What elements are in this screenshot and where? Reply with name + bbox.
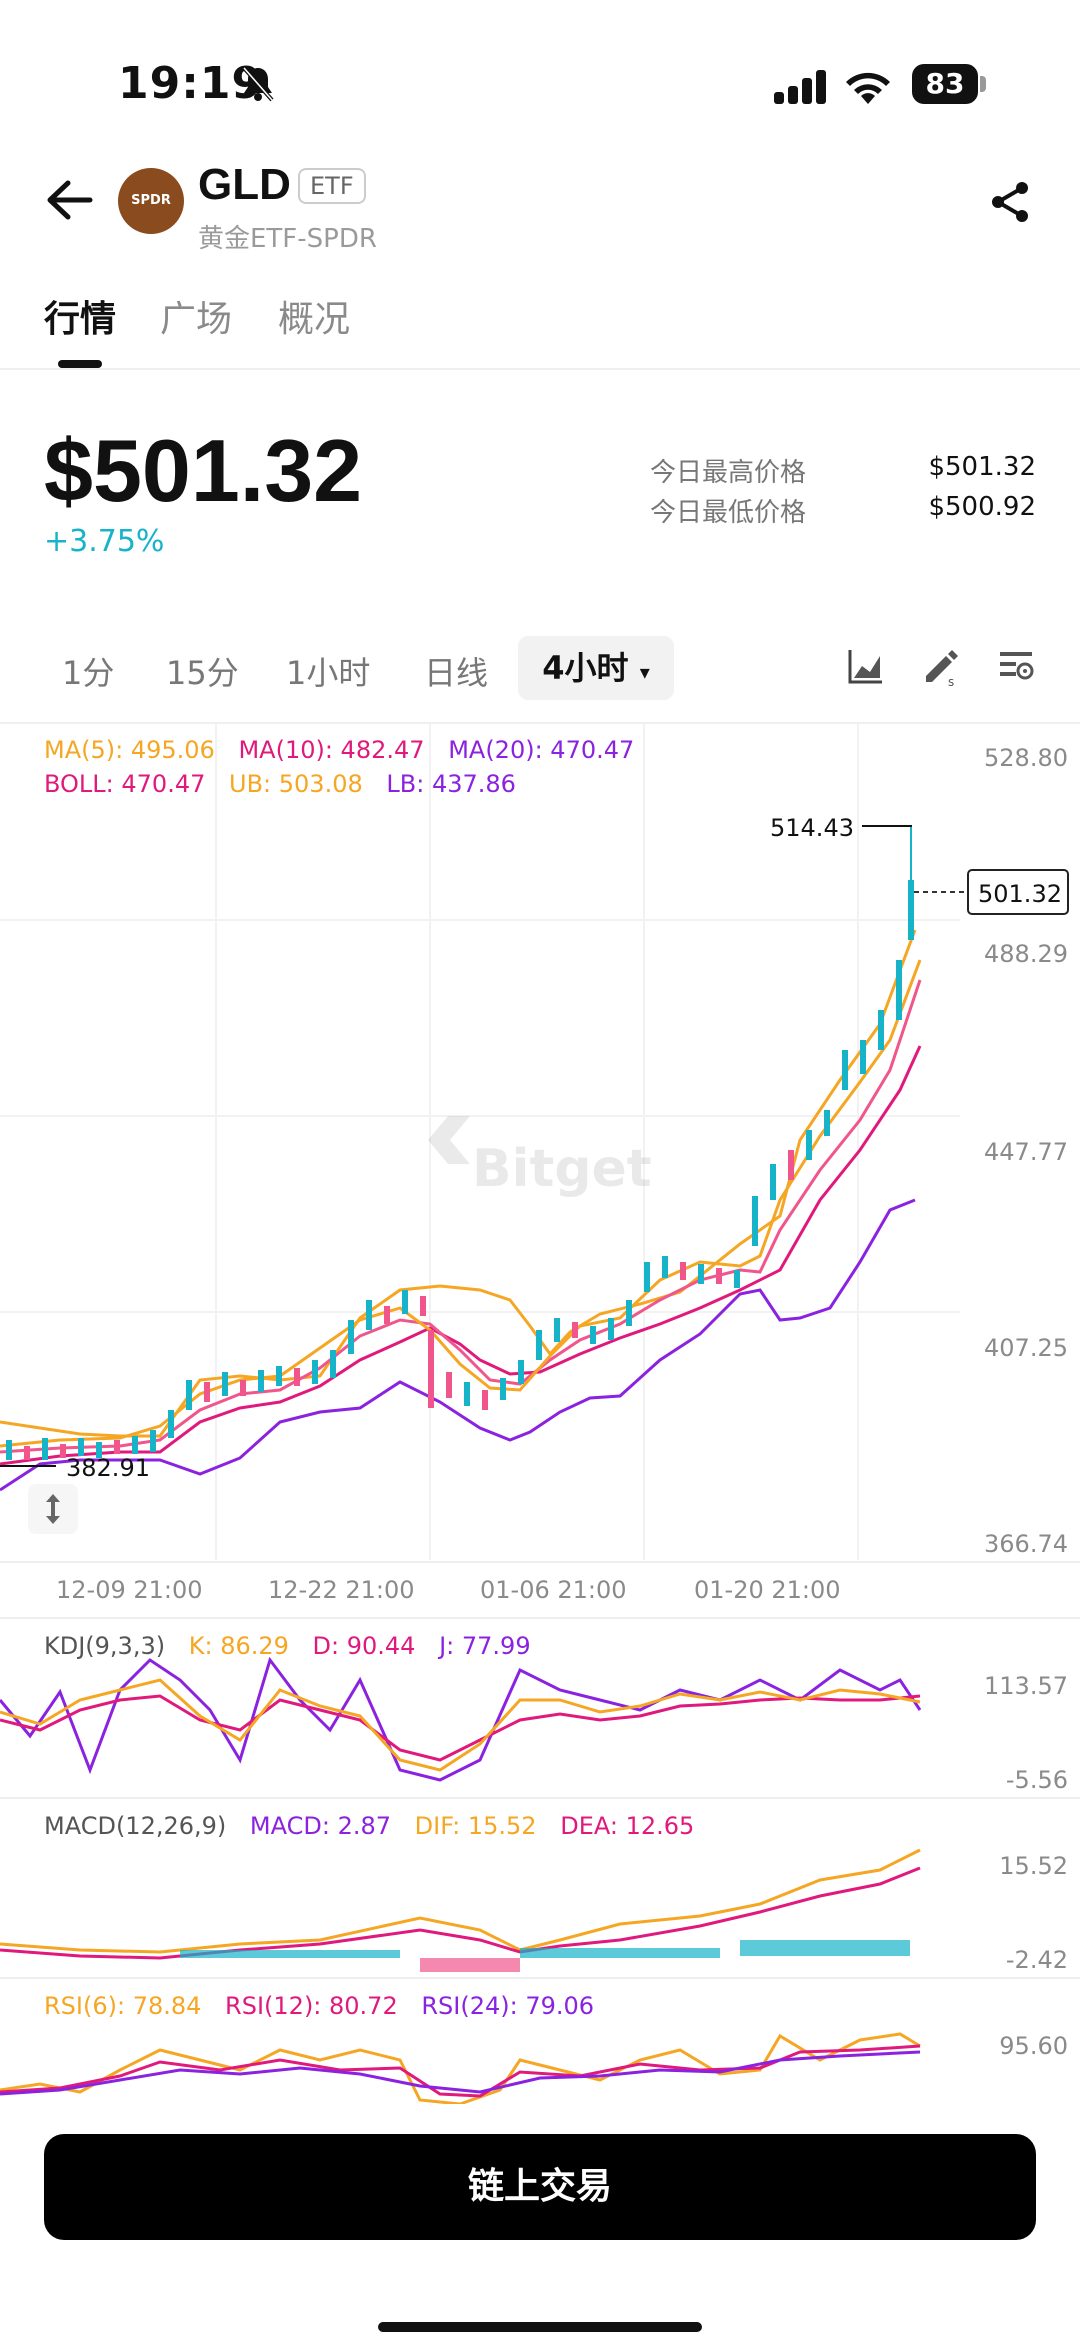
dropdown-caret-icon: ▾ — [639, 660, 650, 684]
macd-dea: DEA: 12.65 — [560, 1812, 695, 1840]
bitget-watermark — [428, 1116, 470, 1164]
ma10-legend: MA(10): 482.47 — [238, 736, 425, 764]
tab-square[interactable]: 广场 — [160, 299, 233, 340]
high-marker: 514.43 — [770, 814, 854, 842]
rsi6: RSI(6): 78.84 — [44, 1992, 202, 2020]
rsi24-line — [0, 2050, 921, 2096]
kdj-y-tick-2: -5.56 — [1005, 1766, 1068, 1794]
interval-15m[interactable]: 15分 — [166, 654, 239, 692]
tab-overview[interactable]: 概况 — [278, 299, 351, 340]
ticker-symbol: GLD — [198, 160, 291, 209]
macd-y-tick-1: 15.52 — [999, 1852, 1068, 1880]
current-price-marker: 501.32 — [978, 880, 1062, 908]
avatar: SPDR — [118, 168, 184, 234]
asset-name: 黄金ETF-SPDR — [198, 224, 377, 254]
mute-icon — [238, 64, 278, 108]
x-tick-2: 12-22 21:00 — [268, 1576, 415, 1604]
x-tick-3: 01-06 21:00 — [480, 1576, 627, 1604]
status-time: 19:19 — [118, 58, 264, 109]
svg-text:s: s — [948, 675, 954, 688]
etf-badge: ETF — [298, 168, 366, 204]
interval-4h-dropdown[interactable]: 4小时 ▾ — [518, 636, 674, 700]
interval-4h-label: 4小时 — [542, 649, 629, 687]
back-arrow-icon[interactable] — [44, 178, 94, 226]
kdj-d: D: 90.44 — [312, 1632, 416, 1660]
cellular-signal-icon — [774, 70, 830, 110]
watermark-text: Bitget — [472, 1139, 652, 1199]
current-price: $501.32 — [44, 421, 363, 520]
tabs-divider — [0, 368, 1080, 370]
y-tick-3: 447.77 — [984, 1138, 1068, 1166]
ma20-line — [0, 1045, 922, 1466]
kdj-j: J: 77.99 — [439, 1632, 531, 1660]
boll-legend: BOLL: 470.47 — [44, 770, 206, 798]
main-chart-legend-row2: BOLL: 470.47 UB: 503.08 LB: 437.86 — [44, 770, 516, 798]
battery-indicator: 83 — [912, 64, 978, 104]
share-icon[interactable] — [988, 180, 1032, 228]
x-tick-1: 12-09 21:00 — [56, 1576, 203, 1604]
tab-market[interactable]: 行情 — [44, 299, 117, 340]
interval-1h[interactable]: 1小时 — [286, 654, 371, 692]
rsi-legend: RSI(6): 78.84 RSI(12): 80.72 RSI(24): 79… — [44, 1992, 594, 2020]
kdj-k-line — [0, 1678, 921, 1772]
interval-1m[interactable]: 1分 — [62, 654, 115, 692]
rsi24: RSI(24): 79.06 — [421, 1992, 595, 2020]
day-low-value: $500.92 — [928, 492, 1036, 522]
interval-divider — [0, 722, 1080, 724]
home-indicator — [378, 2322, 702, 2332]
boll-lower-line — [0, 1198, 916, 1492]
kdj-j-line — [0, 1656, 922, 1782]
macd-histogram — [180, 1940, 910, 1972]
main-chart-legend-row1: MA(5): 495.06 MA(10): 482.47 MA(20): 470… — [44, 736, 634, 764]
active-tab-indicator — [58, 360, 102, 368]
kdj-d-line — [0, 1694, 921, 1762]
price-change: +3.75% — [44, 524, 165, 559]
wifi-icon — [844, 66, 892, 110]
day-low-label: 今日最低价格 — [650, 498, 807, 528]
rsi12-line — [0, 2044, 921, 2098]
ma10-line — [0, 979, 922, 1454]
ub-legend: UB: 503.08 — [229, 770, 363, 798]
kdj-k: K: 86.29 — [188, 1632, 289, 1660]
rsi12: RSI(12): 80.72 — [225, 1992, 398, 2020]
y-tick-4: 407.25 — [984, 1334, 1068, 1362]
ma5-legend: MA(5): 495.06 — [44, 736, 215, 764]
kdj-title: KDJ(9,3,3) — [44, 1632, 166, 1660]
indicator-settings-icon[interactable] — [996, 646, 1036, 690]
vertical-arrows-icon — [46, 1494, 60, 1524]
lb-legend: LB: 437.86 — [386, 770, 516, 798]
day-high-value: $501.32 — [928, 452, 1036, 482]
macd-legend: MACD(12,26,9) MACD: 2.87 DIF: 15.52 DEA:… — [44, 1812, 694, 1840]
drawing-tool-icon[interactable]: s — [920, 646, 962, 692]
macd-title: MACD(12,26,9) — [44, 1812, 227, 1840]
candlesticks — [6, 826, 914, 1460]
day-high-label: 今日最高价格 — [650, 458, 807, 488]
macd-y-tick-2: -2.42 — [1005, 1946, 1068, 1974]
y-tick-1: 528.80 — [984, 744, 1068, 772]
rsi-y-tick-1: 95.60 — [999, 2032, 1068, 2060]
onchain-trade-button[interactable]: 链上交易 — [44, 2134, 1036, 2240]
kdj-legend: KDJ(9,3,3) K: 86.29 D: 90.44 J: 77.99 — [44, 1632, 531, 1660]
ma20-legend: MA(20): 470.47 — [448, 736, 635, 764]
y-tick-2: 488.29 — [984, 940, 1068, 968]
x-tick-4: 01-20 21:00 — [694, 1576, 841, 1604]
interval-daily[interactable]: 日线 — [424, 654, 489, 692]
kdj-y-tick-1: 113.57 — [984, 1672, 1068, 1700]
scale-handle[interactable] — [28, 1484, 78, 1534]
chart-type-icon[interactable] — [846, 646, 886, 690]
y-tick-5: 366.74 — [984, 1530, 1068, 1558]
low-marker: 382.91 — [66, 1454, 150, 1482]
battery-tip — [980, 76, 986, 92]
macd-value: MACD: 2.87 — [249, 1812, 392, 1840]
macd-dif: DIF: 15.52 — [414, 1812, 537, 1840]
price-chart[interactable]: Bitget — [0, 724, 1080, 2104]
